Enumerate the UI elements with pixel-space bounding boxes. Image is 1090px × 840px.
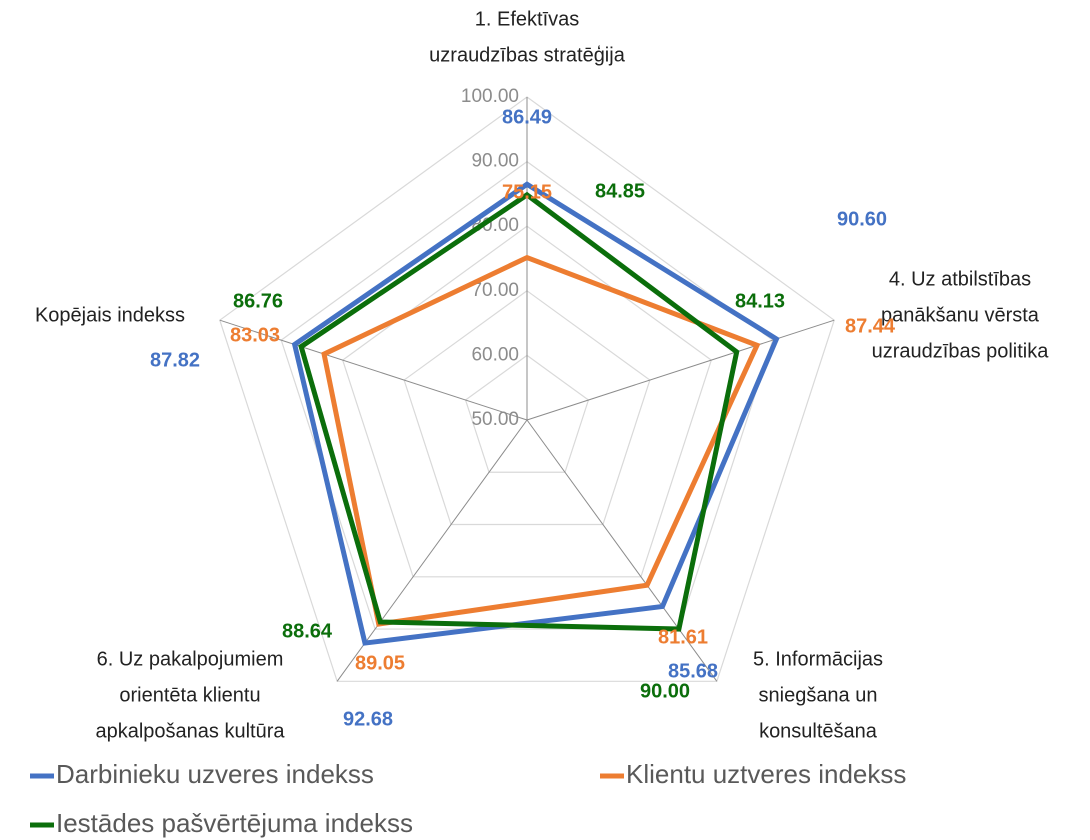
- tick-label: 60.00: [471, 344, 519, 365]
- data-label: 90.60: [837, 208, 887, 230]
- axis-label: orientēta klientu: [119, 684, 260, 706]
- data-label: 88.64: [282, 620, 333, 642]
- spoke: [219, 319, 528, 421]
- data-label: 85.68: [668, 660, 718, 682]
- series-line: [321, 254, 761, 627]
- data-label: 83.03: [230, 324, 280, 346]
- axis-label: uzraudzības stratēģija: [429, 44, 626, 66]
- axis-label: panākšanu vērsta: [881, 304, 1040, 326]
- axis-label: sniegšana un: [759, 684, 878, 706]
- data-label: 84.85: [595, 180, 645, 202]
- tick-label: 100.00: [461, 86, 519, 107]
- data-label: 92.68: [343, 708, 393, 730]
- spoke: [336, 419, 528, 682]
- data-label: 87.44: [845, 315, 896, 337]
- axis-label: 6. Uz pakalpojumiem: [97, 648, 284, 670]
- legend-label: Darbinieku uzveres indekss: [56, 759, 374, 789]
- data-label: 89.05: [355, 652, 405, 674]
- legend-label: Iestādes pašvērtējuma indekss: [56, 808, 413, 838]
- grid-ring: [464, 354, 590, 473]
- tick-label: 90.00: [471, 151, 519, 172]
- axis-label: 4. Uz atbilstības: [889, 268, 1031, 290]
- data-label: 86.76: [233, 290, 283, 312]
- axis-label: konsultēšana: [759, 720, 878, 742]
- tick-label: 80.00: [471, 215, 519, 236]
- data-label: 90.00: [640, 680, 690, 702]
- data-label: 75.15: [502, 181, 552, 203]
- axis-label: 5. Informācijas: [753, 648, 883, 670]
- axis-label: 1. Efektīvas: [475, 8, 580, 30]
- axis-label: apkalpošanas kultūra: [95, 720, 285, 742]
- spoke: [526, 419, 718, 682]
- data-label: 81.61: [658, 626, 708, 648]
- tick-label: 50.00: [471, 409, 519, 430]
- grid-ring: [341, 225, 713, 578]
- grid-ring: [403, 290, 651, 526]
- spoke: [526, 319, 835, 421]
- data-label: 87.82: [150, 349, 200, 371]
- data-label: 84.13: [735, 290, 785, 312]
- axis-label: uzraudzības politika: [872, 340, 1050, 362]
- data-label: 86.49: [502, 106, 552, 128]
- axis-label: Kopējais indekss: [35, 304, 185, 326]
- grid-ring: [219, 96, 835, 682]
- legend-label: Klientu uztveres indekss: [626, 759, 906, 789]
- tick-label: 70.00: [471, 280, 519, 301]
- series-line: [298, 191, 740, 632]
